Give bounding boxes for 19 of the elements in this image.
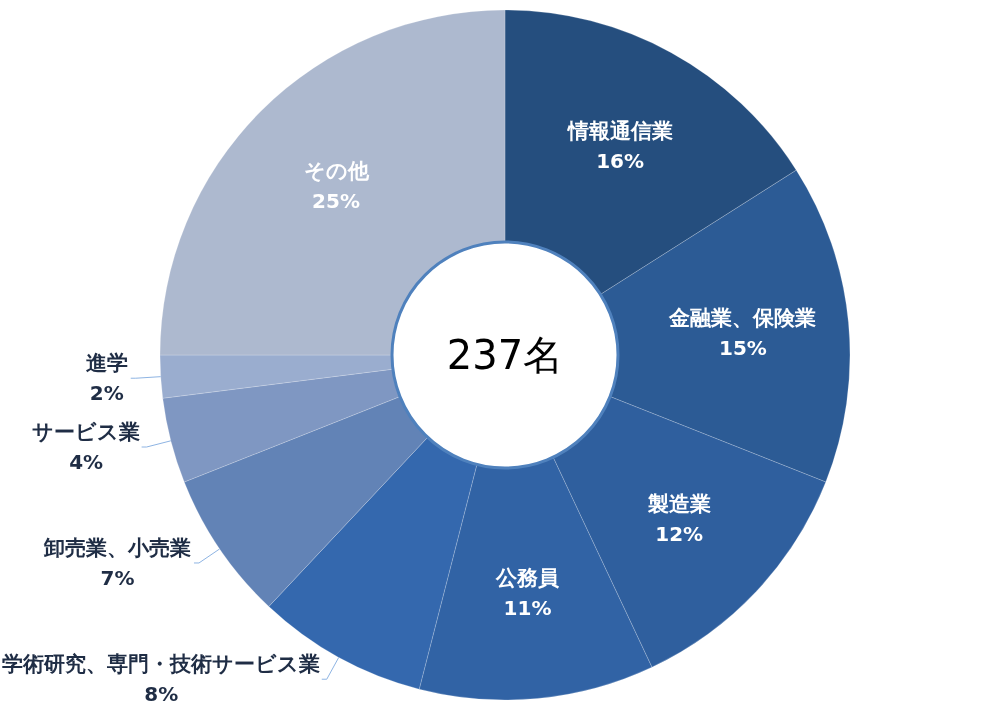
data-label: 12% [655,521,704,546]
slice-label: 製造業 [646,491,711,516]
slice-label: その他 [303,159,370,183]
slice-label: 卸売業、小売業 [42,535,191,560]
data-label: 4% [69,450,104,475]
slice-label: サービス業 [32,420,141,445]
data-label: 15% [719,335,767,360]
slice-label: 金融業、保険業 [668,305,817,330]
data-label: 16% [596,148,645,173]
text: 237名 [446,332,564,378]
data-label: 11% [503,595,552,620]
data-label: 7% [100,565,135,590]
slice-label: 公務員 [494,565,559,590]
slice-label: 情報通信業 [565,118,673,143]
slice-label: 学術研究、専門・技術サービス業 [2,652,321,677]
data-label: 8% [144,682,179,707]
data-label: 2% [89,381,124,406]
slice-label: 進学 [85,351,128,376]
data-label: 25% [312,189,360,213]
